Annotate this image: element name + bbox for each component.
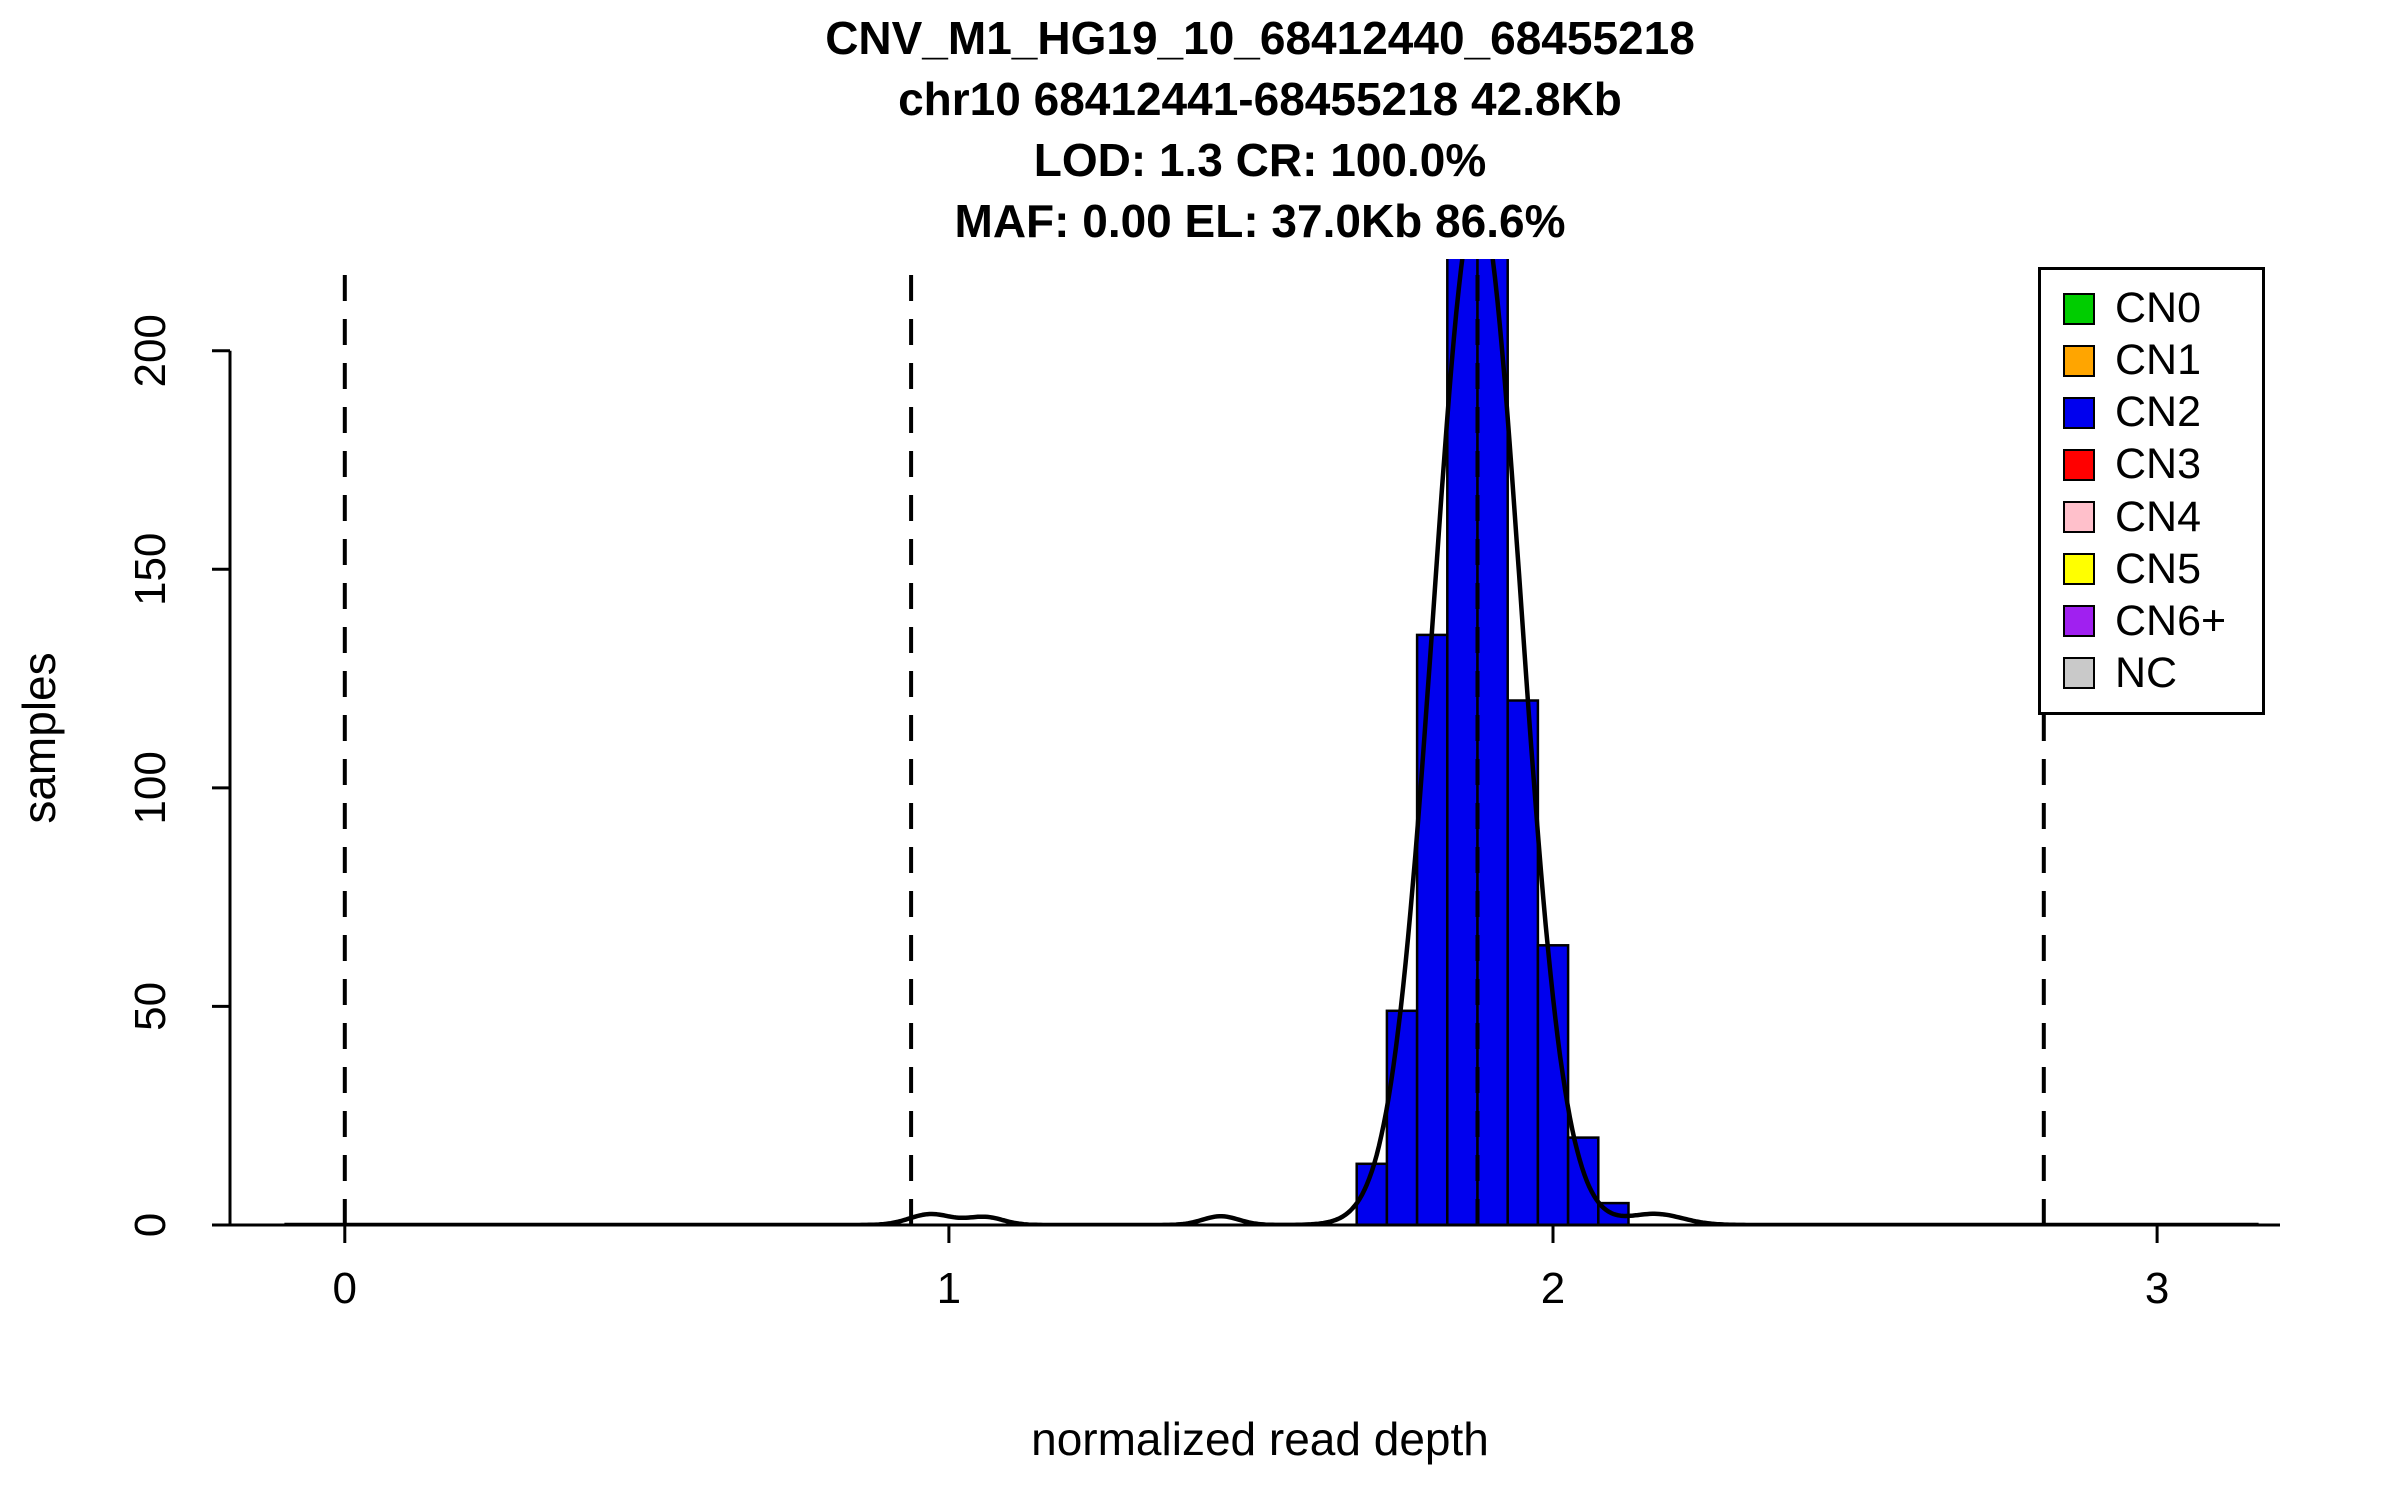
legend-item-cn4: CN4 bbox=[2041, 492, 2262, 541]
title-line-cnv-id: CNV_M1_HG19_10_68412440_68455218 bbox=[825, 12, 1695, 64]
y-tick-label: 150 bbox=[126, 533, 175, 606]
legend-color-swatch bbox=[2063, 344, 2095, 377]
histogram-bar bbox=[1506, 699, 1540, 1225]
legend-item-cn6: CN6+ bbox=[2041, 596, 2262, 645]
histogram-bar bbox=[1415, 633, 1449, 1225]
plot-title: CNV_M1_HG19_10_68412440_68455218 chr10 6… bbox=[230, 8, 2290, 252]
legend-label: NC bbox=[2115, 648, 2178, 697]
title-line-region: chr10 68412441-68455218 42.8Kb bbox=[898, 73, 1622, 125]
legend-color-swatch bbox=[2063, 553, 2095, 586]
legend-color-swatch bbox=[2063, 605, 2095, 638]
title-line-lod-cr: LOD: 1.3 CR: 100.0% bbox=[1033, 134, 1487, 186]
x-tick-label: 1 bbox=[937, 1264, 961, 1313]
legend-color-swatch bbox=[2063, 501, 2095, 534]
legend-item-cn3: CN3 bbox=[2041, 443, 2262, 486]
legend-box: CN0 CN1 CN2 CN3 CN4 CN5 CN6+ NC bbox=[2038, 267, 2265, 715]
legend-label: CN6+ bbox=[2115, 596, 2227, 645]
legend-label: CN5 bbox=[2115, 544, 2202, 593]
histogram-bars bbox=[1355, 259, 1630, 1225]
y-tick-label: 100 bbox=[126, 751, 175, 824]
y-tick-label: 0 bbox=[126, 1213, 175, 1237]
y-tick-label: 200 bbox=[126, 314, 175, 387]
histogram-bar bbox=[1446, 259, 1479, 1225]
legend-label: CN2 bbox=[2115, 388, 2202, 437]
density-curve bbox=[284, 259, 2259, 1225]
x-axis-title: normalized read depth bbox=[1031, 1413, 1489, 1465]
histogram-bar bbox=[1385, 1009, 1419, 1225]
legend-item-cn0: CN0 bbox=[2041, 287, 2262, 330]
x-tick-label: 2 bbox=[1541, 1264, 1565, 1313]
y-axis-title: samples bbox=[13, 652, 65, 824]
legend-color-swatch bbox=[2063, 657, 2095, 690]
x-tick-label: 3 bbox=[2145, 1264, 2169, 1313]
x-tick-label: 0 bbox=[333, 1264, 357, 1313]
legend-label: CN4 bbox=[2115, 492, 2202, 541]
title-line-maf-el: MAF: 0.00 EL: 37.0Kb 86.6% bbox=[954, 195, 1566, 247]
legend-color-swatch bbox=[2063, 292, 2095, 325]
legend-color-swatch bbox=[2063, 448, 2095, 481]
legend-label: CN1 bbox=[2115, 336, 2202, 385]
legend-label: CN3 bbox=[2115, 440, 2202, 489]
legend-item-cn5: CN5 bbox=[2041, 544, 2262, 593]
legend-item-cn1: CN1 bbox=[2041, 339, 2262, 382]
legend-item-nc: NC bbox=[2041, 648, 2262, 697]
legend-item-cn2: CN2 bbox=[2041, 391, 2262, 434]
y-tick-label: 50 bbox=[126, 982, 175, 1031]
legend-label: CN0 bbox=[2115, 284, 2202, 333]
legend-color-swatch bbox=[2063, 396, 2095, 429]
histogram-bar bbox=[1566, 1136, 1600, 1225]
